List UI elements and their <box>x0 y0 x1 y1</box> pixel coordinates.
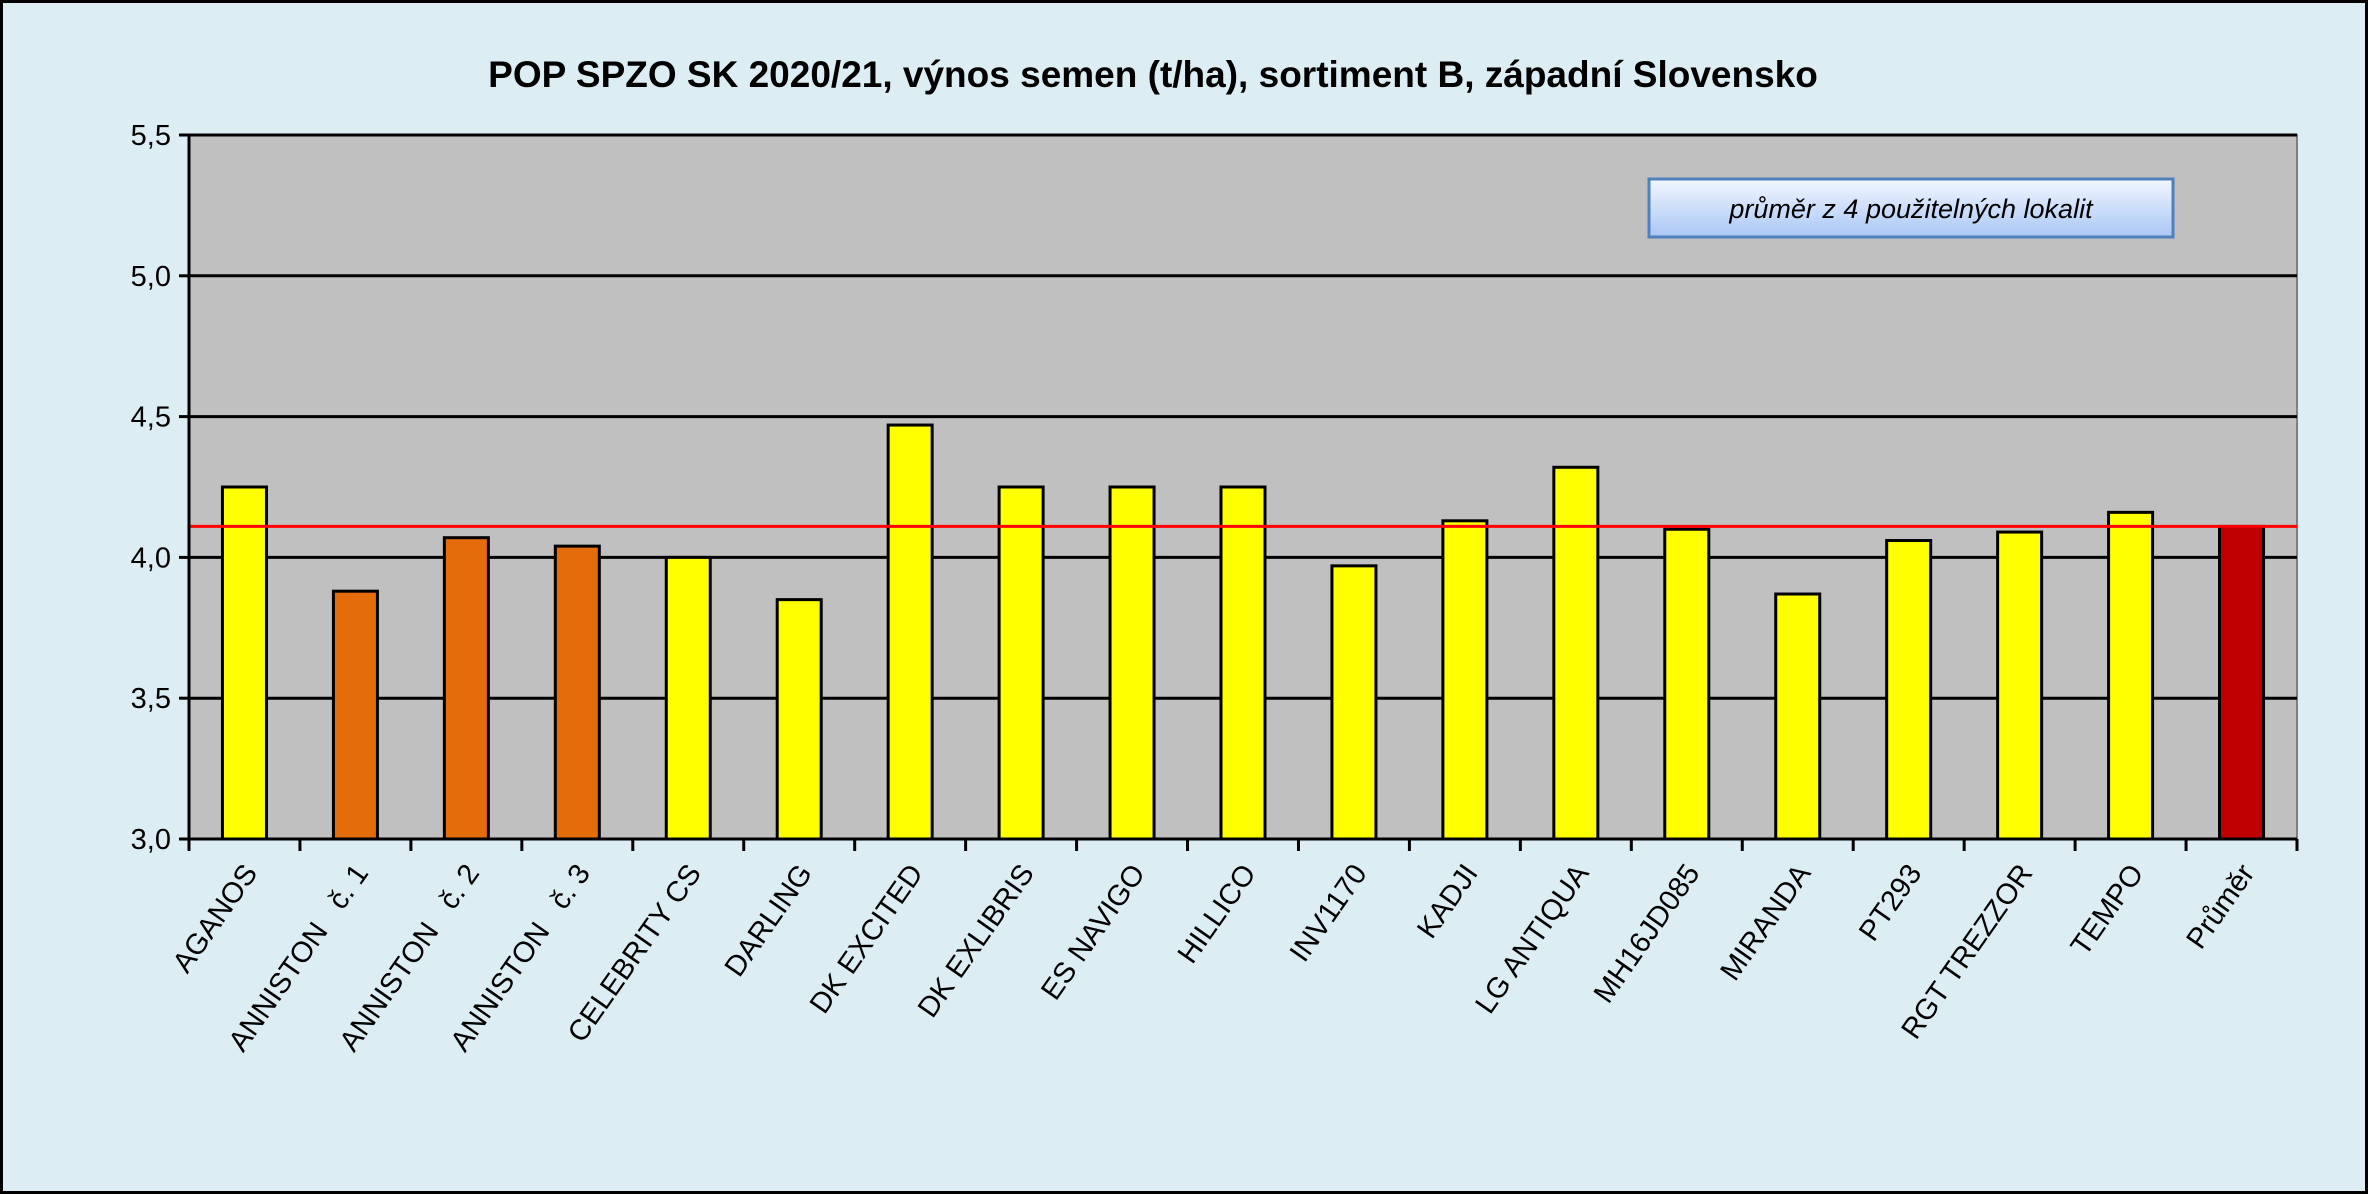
y-tick-label: 3,0 <box>131 824 171 856</box>
bar <box>442 536 490 841</box>
x-tick-label: DK EXCITED <box>804 859 930 1020</box>
bar <box>1885 539 1933 841</box>
annotation-box: průměr z 4 použitelných lokalit <box>1647 177 2175 239</box>
x-tick-label: TEMPO <box>2065 859 2150 962</box>
bar <box>1108 485 1156 841</box>
bars <box>220 423 2266 841</box>
bar <box>1996 530 2044 841</box>
y-tick-label: 5,0 <box>131 261 171 293</box>
y-tick-labels: 3,0 3,5 4,0 4,5 5,0 5,5 <box>131 120 171 856</box>
bar <box>553 544 601 841</box>
bar <box>220 485 268 841</box>
y-tick-label: 4,0 <box>131 542 171 574</box>
bar <box>997 485 1045 841</box>
bar <box>1552 465 1600 841</box>
bar <box>1663 527 1711 841</box>
y-tick-label: 5,5 <box>131 120 171 152</box>
bar <box>775 598 823 841</box>
bar-chart: POP SPZO SK 2020/21, výnos semen (t/ha),… <box>131 54 2299 1057</box>
bar <box>1441 519 1489 841</box>
y-tick-label: 4,5 <box>131 402 171 434</box>
axes <box>179 133 2299 851</box>
bar <box>1330 564 1378 841</box>
y-tick-label: 3,5 <box>131 683 171 715</box>
x-tick-label: ES NAVIGO <box>1035 859 1151 1006</box>
x-tick-label: DK EXLIBRIS <box>912 859 1041 1024</box>
bar <box>1219 485 1267 841</box>
x-tick-label: LG ANTIQUA <box>1470 858 1596 1019</box>
x-tick-label: Průměr <box>2181 858 2262 955</box>
annotation-text: průměr z 4 použitelných lokalit <box>1728 194 2094 224</box>
x-tick-label: HILLICO <box>1172 859 1263 970</box>
x-tick-label: PT293 <box>1853 859 1928 947</box>
x-tick-label: AGANOS <box>167 859 264 979</box>
x-tick-label: INV1170 <box>1284 859 1374 968</box>
x-tick-label: KADJI <box>1411 859 1484 945</box>
bar <box>1774 592 1822 841</box>
bar <box>886 423 934 841</box>
bar <box>2107 510 2155 841</box>
x-tick-label: MH16JD085 <box>1588 859 1707 1009</box>
chart-title: POP SPZO SK 2020/21, výnos semen (t/ha),… <box>488 54 1818 95</box>
bar <box>664 555 712 841</box>
x-tick-label: MIRANDA <box>1715 858 1818 986</box>
x-tick-label: DARLING <box>719 859 819 983</box>
bar <box>331 589 379 841</box>
bar <box>2218 524 2266 841</box>
